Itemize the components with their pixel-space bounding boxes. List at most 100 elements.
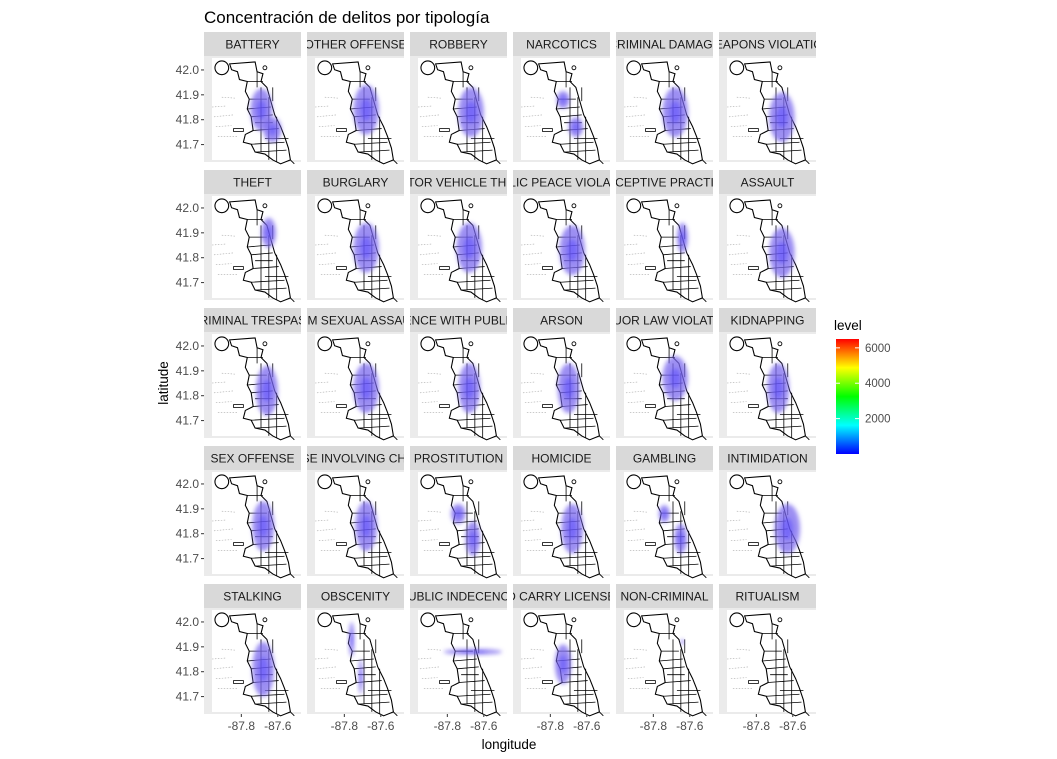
facet-strip bbox=[204, 32, 301, 56]
facet-panel: PROSTITUTION bbox=[410, 446, 508, 579]
facet-strip bbox=[410, 32, 507, 56]
legend-tick-label: 6000 bbox=[865, 343, 891, 355]
facet-panel: PUBLIC INDECENCY -87.8 -87.6 bbox=[400, 584, 517, 733]
facet-label: CONCEALED CARRY LICENSE VIOLATION bbox=[441, 590, 682, 604]
facet-panel: NARCOTICS bbox=[513, 32, 611, 165]
facet-panel: INTERFERENCE WITH PUBLIC OFFICER bbox=[410, 308, 508, 441]
facet-strip bbox=[513, 32, 610, 56]
density-core bbox=[560, 95, 566, 104]
density-core bbox=[669, 368, 681, 389]
facet-label: BATTERY bbox=[225, 38, 279, 52]
y-tick-label: 41.9 bbox=[176, 364, 200, 378]
facet-panel: CRIMINAL TRESPASS 42.0 41.9 41.8 41.7 bbox=[176, 308, 314, 441]
facet-strip bbox=[307, 308, 404, 332]
facet-label: PUBLIC INDECENCY bbox=[400, 590, 517, 604]
y-tick-label: 41.9 bbox=[176, 502, 200, 516]
legend-ticks: 2000 4000 6000 bbox=[836, 343, 891, 426]
y-axis-title: latitude bbox=[156, 361, 171, 405]
y-tick-label: 42.0 bbox=[176, 63, 200, 77]
facet-label: CRIMINAL TRESPASS bbox=[191, 314, 314, 328]
density-core bbox=[469, 530, 477, 547]
facet-strip bbox=[204, 170, 301, 194]
facet-panel: MOTOR VEHICLE THEFT bbox=[388, 170, 530, 303]
facet-label: ASSAULT bbox=[741, 176, 795, 190]
facet-panel: STALKING 42.0 41.9 41.8 41.7 -87.8 -87.6 bbox=[176, 584, 302, 733]
density-core bbox=[360, 98, 372, 121]
y-tick-label: 41.8 bbox=[176, 527, 200, 541]
facet-panel: ARSON bbox=[513, 308, 611, 441]
y-tick-label: 41.7 bbox=[176, 690, 200, 704]
x-tick-label: -87.6 bbox=[470, 719, 498, 733]
facet-label: OBSCENITY bbox=[321, 590, 390, 604]
facet-panel: RITUALISM -87.8 -87.6 bbox=[719, 584, 817, 733]
y-tick-label: 41.9 bbox=[176, 88, 200, 102]
y-tick-label: 42.0 bbox=[176, 477, 200, 491]
facet-label: MOTOR VEHICLE THEFT bbox=[388, 176, 530, 190]
facet-strip bbox=[616, 308, 713, 332]
y-tick-label: 41.8 bbox=[176, 665, 200, 679]
density-core bbox=[677, 531, 684, 546]
x-tick-label: -87.8 bbox=[537, 719, 565, 733]
facet-strip bbox=[204, 446, 301, 470]
facet-label: BURGLARY bbox=[323, 176, 389, 190]
facet-label: INTIMIDATION bbox=[727, 452, 807, 466]
facet-panel: CRIM SEXUAL ASSAULT bbox=[287, 308, 425, 441]
facet-label: OFFENSE INVOLVING CHILDREN bbox=[261, 452, 450, 466]
facet-panel: OTHER OFFENSE bbox=[307, 32, 405, 165]
facet-panel: KIDNAPPING bbox=[719, 308, 817, 441]
facet-label: STALKING bbox=[223, 590, 281, 604]
facet-strip bbox=[616, 32, 713, 56]
facet-strip bbox=[410, 308, 507, 332]
x-tick-label: -87.8 bbox=[228, 719, 256, 733]
facet-label: SEX OFFENSE bbox=[210, 452, 294, 466]
y-tick-label: 41.7 bbox=[176, 552, 200, 566]
density-core bbox=[776, 241, 788, 264]
facet-strip bbox=[616, 170, 713, 194]
x-tick-label: -87.8 bbox=[331, 719, 359, 733]
x-tick-label: -87.6 bbox=[676, 719, 704, 733]
density-core bbox=[359, 668, 362, 685]
y-tick-label: 42.0 bbox=[176, 201, 200, 215]
legend-tick-label: 2000 bbox=[865, 414, 891, 426]
facet-strip bbox=[513, 584, 610, 608]
density-core bbox=[360, 377, 372, 400]
facet-strip bbox=[616, 446, 713, 470]
facet-panel: BURGLARY bbox=[307, 170, 405, 303]
density-core bbox=[256, 100, 267, 120]
density-core bbox=[465, 101, 477, 124]
facet-panel: OBSCENITY -87.8 -87.6 bbox=[307, 584, 405, 733]
y-tick-label: 41.7 bbox=[176, 138, 200, 152]
facet-panel: INTIMIDATION bbox=[719, 446, 817, 579]
density-core bbox=[776, 106, 788, 129]
facet-strip bbox=[204, 584, 301, 608]
facet-panel: CONCEALED CARRY LICENSE VIOLATION -87.8 -8… bbox=[441, 584, 682, 733]
facet-label: CRIM SEXUAL ASSAULT bbox=[287, 314, 425, 328]
facet-label: ARSON bbox=[540, 314, 583, 328]
facet-panel: GAMBLING bbox=[616, 446, 714, 579]
x-tick-label: -87.8 bbox=[743, 719, 771, 733]
facet-strip bbox=[307, 32, 404, 56]
facet-label: WEAPONS VIOLATION bbox=[704, 38, 832, 52]
y-tick-label: 42.0 bbox=[176, 615, 200, 629]
y-tick-label: 41.8 bbox=[176, 389, 200, 403]
density-core bbox=[563, 377, 574, 400]
facet-strip bbox=[719, 446, 816, 470]
density-core bbox=[459, 650, 486, 654]
density-core bbox=[261, 379, 272, 402]
y-tick-label: 41.9 bbox=[176, 640, 200, 654]
facet-strip bbox=[410, 170, 507, 194]
x-tick-label: -87.6 bbox=[779, 719, 807, 733]
facet-label: RITUALISM bbox=[735, 590, 799, 604]
density-core bbox=[680, 231, 685, 245]
facet-strip bbox=[204, 308, 301, 332]
facet-label: PUBLIC PEACE VIOLATION bbox=[485, 176, 639, 190]
density-core bbox=[559, 655, 567, 674]
facet-panel: WEAPONS VIOLATION bbox=[704, 32, 832, 165]
x-tick-label: -87.6 bbox=[264, 719, 292, 733]
density-core bbox=[566, 239, 578, 262]
density-core bbox=[454, 509, 462, 519]
x-tick-label: -87.6 bbox=[367, 719, 395, 733]
facet-strip bbox=[513, 170, 610, 194]
chart-title: Concentración de delitos por tipología bbox=[204, 8, 490, 27]
facet-panel: DECEPTIVE PRACTICE bbox=[616, 170, 714, 303]
